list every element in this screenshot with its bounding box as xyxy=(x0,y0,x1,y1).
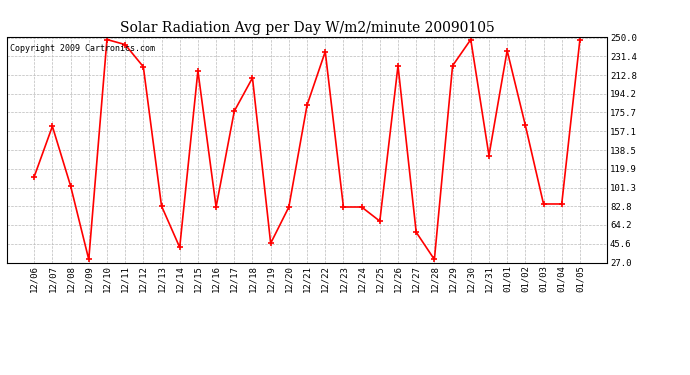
Text: Copyright 2009 Cartronics.com: Copyright 2009 Cartronics.com xyxy=(10,44,155,53)
Title: Solar Radiation Avg per Day W/m2/minute 20090105: Solar Radiation Avg per Day W/m2/minute … xyxy=(119,21,495,35)
